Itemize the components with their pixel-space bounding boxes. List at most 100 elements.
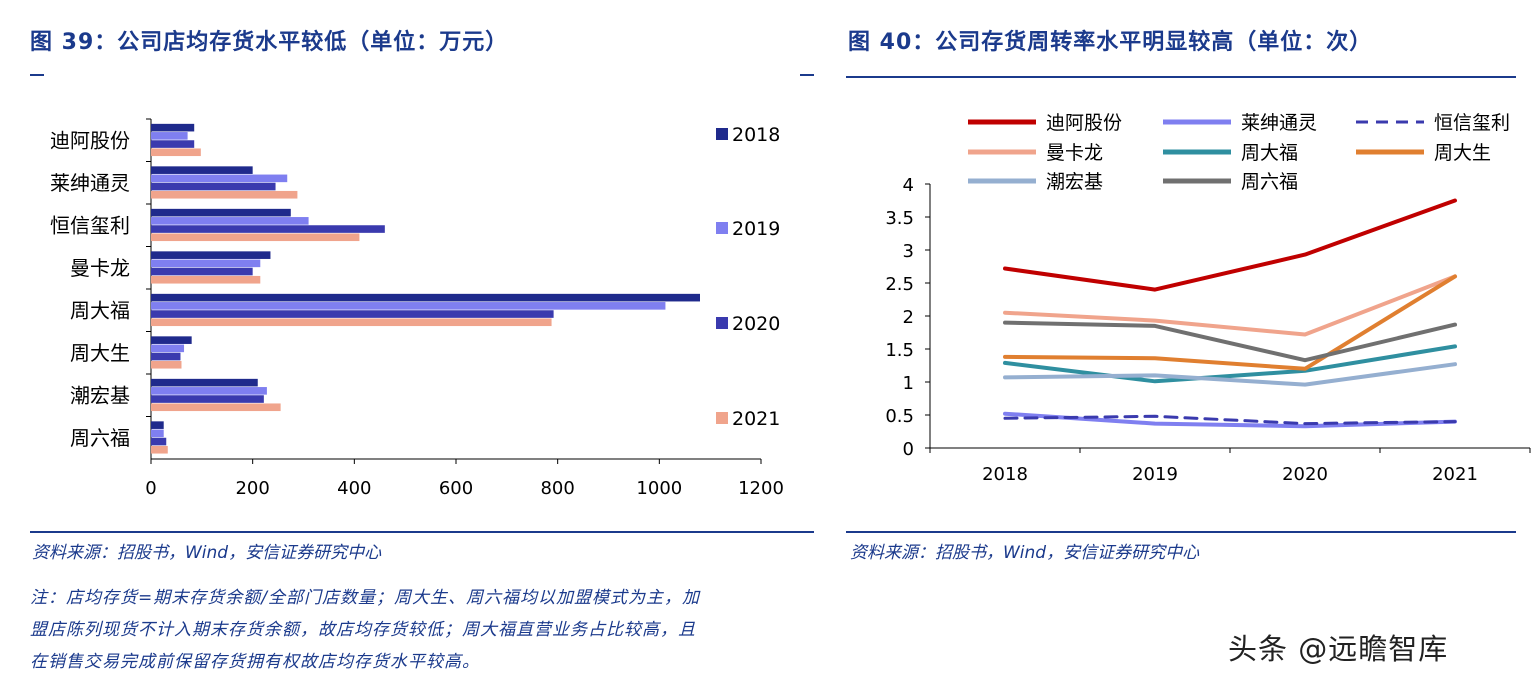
bar-2021 (151, 360, 182, 369)
inventory-per-store-bar-chart: 0 200 400 600 800 1000 1200 迪阿股份莱绅通灵恒信玺利曼卡龙周大福周… (50, 118, 784, 499)
left-chart-title: 图 39：公司店均存货水平较低（单位：万元） (30, 30, 509, 55)
x-tick-label: 2020 (1282, 464, 1328, 485)
bar-2020 (151, 395, 264, 403)
note-line-2: 盟店陈列现货不计入期末存货余额，故店均存货较低；周大福直营业务占比较高，且 (30, 620, 696, 640)
category-label: 莱绅通灵 (50, 171, 130, 195)
series-line-潮宏基 (1003, 362, 1457, 387)
y-tick-label: 1.5 (885, 340, 914, 361)
watermark: 头条 @远瞻智库 (1228, 632, 1449, 666)
category-label: 周大福 (70, 298, 130, 322)
legend-swatch-2020 (716, 317, 728, 329)
legend-swatch-2018 (716, 128, 728, 140)
bar-2021 (151, 403, 281, 412)
category-label: 曼卡龙 (70, 256, 130, 280)
x-tick-label: 0 (145, 478, 156, 499)
x-tick-label: 1000 (636, 478, 682, 499)
right-source-divider (846, 531, 1516, 533)
bar-2021 (151, 275, 261, 284)
series-line-周大生 (1003, 274, 1457, 371)
y-tick-label: 4 (903, 175, 914, 196)
bar-2020 (151, 267, 253, 276)
legend-label-2020: 2020 (732, 313, 780, 335)
legend-label-2019: 2019 (732, 218, 780, 240)
bar-2020 (151, 140, 195, 148)
bar-2019 (151, 174, 288, 183)
series-line-曼卡龙 (1003, 274, 1457, 337)
bar-2021 (151, 318, 552, 327)
y-tick-label: 2 (903, 307, 914, 328)
bar-2020 (151, 437, 167, 446)
bar-2018 (151, 251, 271, 259)
bar-2019 (151, 132, 188, 140)
x-tick-label: 600 (439, 478, 473, 499)
legend-swatch-2019 (716, 222, 728, 234)
bar-2018 (151, 293, 700, 302)
bar-2019 (151, 344, 185, 353)
series-line-莱绅通灵 (1003, 411, 1457, 429)
x-tick-label: 2018 (982, 464, 1028, 485)
y-tick-label: 2.5 (885, 274, 914, 295)
series-line-周大福 (1003, 344, 1457, 384)
note-line-3: 在销售交易完成前保留存货拥有权故店均存货水平较高。 (30, 652, 480, 672)
category-label: 迪阿股份 (50, 128, 130, 152)
category-label: 周六福 (70, 426, 130, 450)
y-tick-label: 0.5 (885, 406, 914, 427)
legend-label-2021: 2021 (732, 408, 780, 430)
bar-2020 (151, 310, 554, 318)
bar-2020 (151, 225, 385, 233)
bar-2020 (151, 352, 181, 361)
bar-2019 (151, 429, 164, 438)
y-tick-label: 3 (903, 241, 914, 262)
x-tick-label: 1200 (738, 478, 784, 499)
legend-label-周大福: 周大福 (1241, 142, 1298, 164)
legend-label-莱绅通灵: 莱绅通灵 (1241, 112, 1317, 134)
left-source-text: 资料来源：招股书，Wind，安信证券研究中心 (32, 543, 382, 563)
y-tick-label: 0 (903, 439, 914, 460)
category-label: 潮宏基 (70, 383, 130, 407)
series-line-恒信玺利 (1003, 414, 1457, 426)
x-tick-label: 200 (235, 478, 269, 499)
category-label: 恒信玺利 (50, 213, 130, 237)
legend-label-周六福: 周六福 (1241, 171, 1298, 193)
x-tick-label: 800 (540, 478, 574, 499)
bar-2021 (151, 445, 168, 454)
bar-2018 (151, 378, 258, 387)
y-tick-label: 3.5 (885, 208, 914, 229)
bar-2018 (151, 336, 192, 344)
legend-label-潮宏基: 潮宏基 (1046, 171, 1103, 193)
note-line-1: 注：店均存货=期末存货余额/全部门店数量；周大生、周六福均以加盟模式为主，加 (30, 588, 700, 608)
right-title-divider (846, 76, 1516, 78)
left-title-marker-start (30, 74, 44, 76)
legend-label-恒信玺利: 恒信玺利 (1434, 112, 1510, 134)
bar-2019 (151, 387, 267, 395)
bar-2018 (151, 166, 253, 174)
legend-label-迪阿股份: 迪阿股份 (1046, 112, 1122, 134)
series-line-迪阿股份 (1003, 198, 1457, 292)
right-source-text: 资料来源：招股书，Wind，安信证券研究中心 (850, 543, 1200, 563)
bar-2019 (151, 259, 261, 268)
y-tick-label: 1 (903, 373, 914, 394)
bar-2020 (151, 182, 276, 191)
bar-2018 (151, 208, 291, 217)
left-title-marker-end (800, 74, 814, 76)
x-tick-label: 2021 (1432, 464, 1478, 485)
right-chart-title: 图 40：公司存货周转率水平明显较高（单位：次） (848, 30, 1373, 55)
left-source-divider (30, 531, 814, 533)
category-label: 周大生 (70, 341, 130, 365)
bar-2019 (151, 302, 666, 310)
bar-2021 (151, 148, 201, 157)
legend-label-2018: 2018 (732, 124, 780, 146)
x-tick-label: 2019 (1132, 464, 1178, 485)
legend-label-曼卡龙: 曼卡龙 (1046, 142, 1103, 164)
legend-swatch-2021 (716, 412, 728, 424)
bar-2018 (151, 421, 164, 429)
bar-2018 (151, 123, 195, 132)
bar-2021 (151, 190, 298, 199)
bar-2021 (151, 233, 360, 242)
inventory-turnover-line-chart: 0 0.5 1 1.5 2 2.5 3 3.5 4 2018 2019 2020 2021 迪阿股份 莱绅通… (885, 112, 1531, 485)
x-tick-label: 400 (337, 478, 371, 499)
bar-2019 (151, 217, 309, 225)
series-line-周六福 (1003, 320, 1457, 363)
legend-label-周大生: 周大生 (1434, 142, 1491, 164)
left-note: 注：店均存货=期末存货余额/全部门店数量；周大生、周六福均以加盟模式为主，加 盟… (30, 582, 820, 678)
